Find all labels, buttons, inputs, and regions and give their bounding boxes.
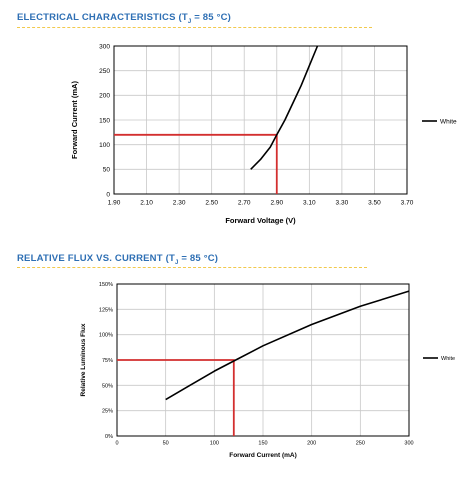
chart2-xtick-label-1: 50 [163,441,169,447]
section-title-electrical: ELECTRICAL CHARACTERISTICS (TJ = 85 °C) [17,12,231,25]
chart2-y-axis-label: Relative Luminous Flux [80,323,87,396]
chart1-ytick-label-2: 100 [99,142,110,149]
chart1-ytick-label-5: 250 [99,68,110,75]
chart2-xtick-label-3: 150 [258,441,267,447]
chart2-xtick-label-5: 250 [356,441,365,447]
chart1-ytick-label-0: 0 [106,191,110,198]
chart-electrical-characteristics: 1.90 2.10 2.30 2.50 2.70 2.90 3.10 3.30 3.50 3.70… [70,43,457,225]
chart1-ytick-label-3: 150 [99,117,110,124]
section-title-electrical-main: ELECTRICAL CHARACTERISTICS (T [17,12,188,23]
chart2-x-axis-label: Forward Current (mA) [229,452,297,459]
chart1-xtick-label-0: 1.90 [108,200,121,207]
chart1-ytick-label-6: 300 [99,43,110,50]
chart1-series-line-0 [250,45,319,170]
chart1-xtick-label-2: 2.30 [173,200,186,207]
chart1-xtick-label-5: 2.90 [270,200,283,207]
section-separator-electrical [17,27,372,28]
section-separator-flux [17,267,367,268]
chart2-legend-label-0: White [441,356,455,362]
chart1-xtick-label-1: 2.10 [140,200,153,207]
chart2-ytick-label-2: 50% [102,383,113,389]
chart2-ytick-label-1: 25% [102,409,113,415]
section-title-flux-tail: = 85 °C) [178,253,219,264]
section-title-flux-sub: J [174,259,179,266]
chart2-xtick-label-4: 200 [307,441,316,447]
section-title-electrical-sub: J [187,18,192,25]
section-title-flux-main: RELATIVE FLUX VS. CURRENT (T [17,253,175,264]
chart2-xtick-label-6: 300 [404,441,413,447]
chart1-xtick-label-7: 3.30 [336,200,349,207]
chart2-series-line-0 [165,290,410,401]
chart1-ytick-label-1: 50 [103,167,111,174]
chart1-plot-frame [113,45,408,195]
chart2-marker-lines [117,359,235,436]
chart1-xtick-label-6: 3.10 [303,200,316,207]
chart1-xtick-label-9: 3.70 [401,200,414,207]
section-title-electrical-tail: = 85 °C) [191,12,232,23]
chart2-ytick-label-4: 100% [99,333,113,339]
chart2-ytick-label-6: 150% [99,282,113,288]
chart1-legend-label-0: White [440,118,457,125]
chart2-xtick-label-2: 100 [210,441,219,447]
chart1-ytick-label-4: 200 [99,93,110,100]
chart2-xtick-label-0: 0 [115,441,118,447]
chart1-x-axis-label: Forward Voltage (V) [225,216,296,225]
chart2-ytick-label-5: 125% [99,307,113,313]
section-title-relative-flux: RELATIVE FLUX VS. CURRENT (TJ = 85 °C) [17,253,218,266]
chart1-y-axis-label: Forward Current (mA) [70,81,79,159]
chart2-ytick-label-3: 75% [102,358,113,364]
chart2-ytick-label-0: 0% [105,434,113,440]
chart1-xtick-label-3: 2.50 [205,200,218,207]
chart1-xtick-label-8: 3.50 [368,200,381,207]
chart1-xtick-label-4: 2.70 [238,200,251,207]
